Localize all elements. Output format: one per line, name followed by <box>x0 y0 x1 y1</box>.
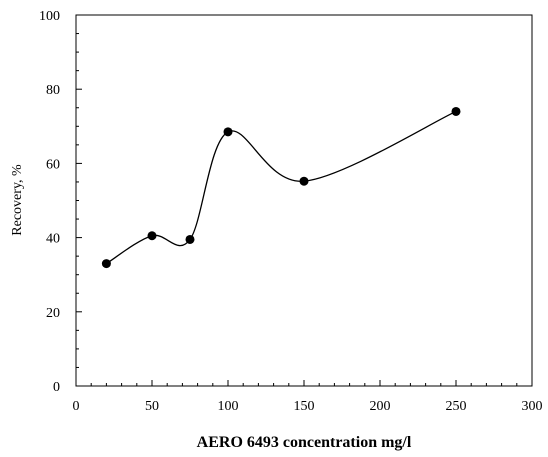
x-tick-label: 250 <box>446 399 467 414</box>
x-tick-label: 100 <box>218 399 239 414</box>
y-tick-label: 0 <box>53 380 60 395</box>
y-tick-label: 60 <box>46 157 60 172</box>
series-group <box>101 106 461 269</box>
data-point <box>299 176 309 186</box>
data-point <box>147 231 157 241</box>
data-point <box>223 127 233 137</box>
x-tick-label: 50 <box>145 399 159 414</box>
x-tick-label: 150 <box>294 399 315 414</box>
plot-frame <box>75 14 533 387</box>
x-tick-label: 0 <box>73 399 80 414</box>
x-tick-label: 200 <box>370 399 391 414</box>
data-point <box>185 234 195 244</box>
x-axis-title: AERO 6493 concentration mg/l <box>197 434 412 451</box>
x-tick-label: 300 <box>522 399 543 414</box>
y-tick-label: 100 <box>39 9 60 24</box>
data-point <box>101 259 111 269</box>
x-axis-ticks: 0 50 100 150 200 250 300 <box>73 380 543 414</box>
y-axis-title: Recovery, % <box>10 164 25 236</box>
y-axis-ticks: 0 20 40 60 80 100 <box>39 9 82 395</box>
y-tick-label: 40 <box>46 232 60 247</box>
y-tick-label: 20 <box>46 306 60 321</box>
minor-ticks <box>76 33 518 386</box>
data-point <box>451 106 461 116</box>
y-tick-label: 80 <box>46 83 60 98</box>
series-line <box>106 110 457 265</box>
